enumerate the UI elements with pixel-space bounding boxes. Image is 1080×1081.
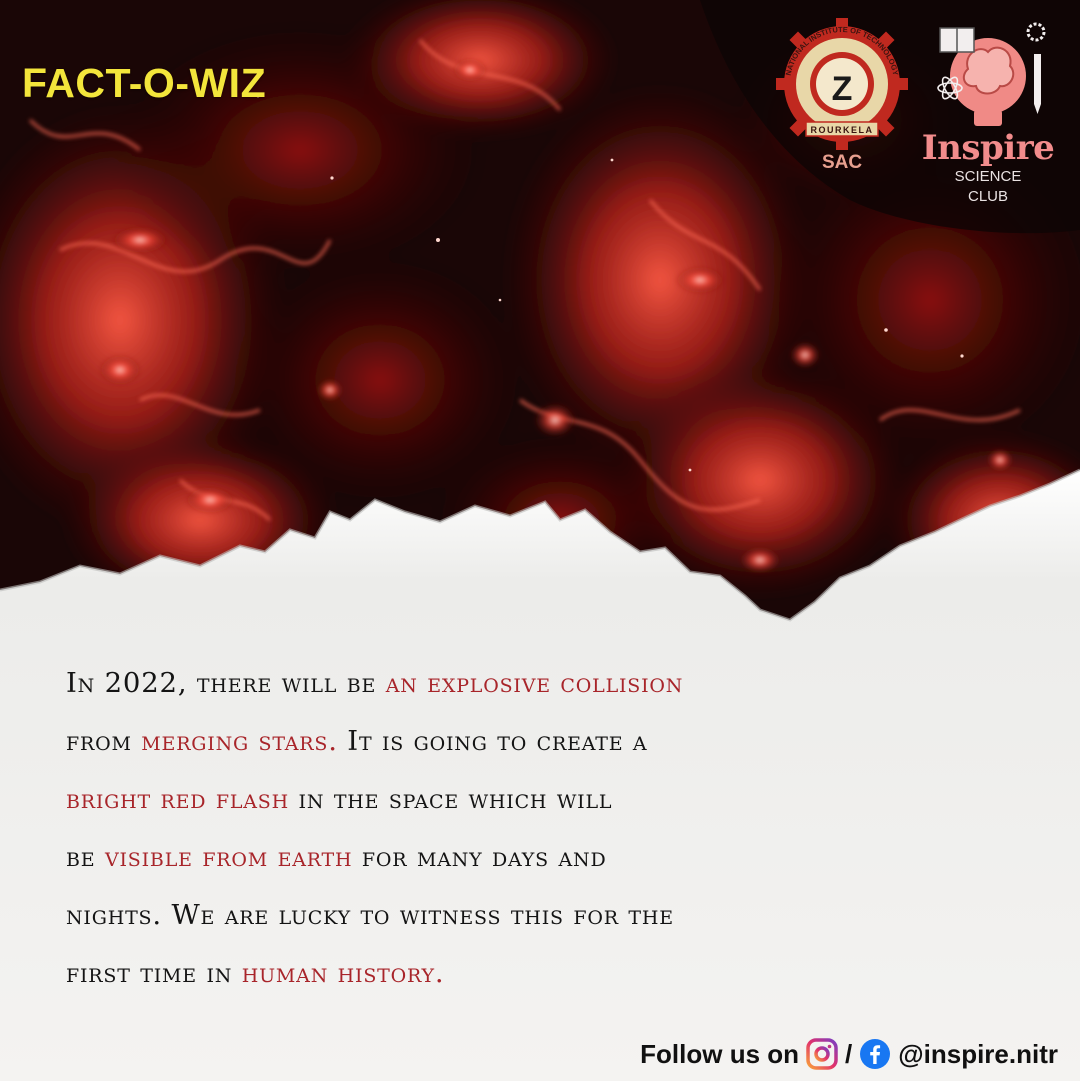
bulb-brain-icon: [937, 22, 1046, 126]
fact-text: In 2022, there will be an explosive coll…: [66, 654, 956, 1002]
fact-line: nights. We are lucky to witness this for…: [66, 886, 956, 944]
fact-line: from merging stars. It is going to creat…: [66, 712, 956, 770]
poster-title: FACT-O-WIZ: [22, 60, 267, 106]
fact-segment: In 2022, there will be: [66, 667, 386, 699]
fact-highlight: visible from earth: [104, 841, 353, 873]
footer: Follow us on / @inspire.nitr: [640, 1034, 1058, 1074]
fact-segment: in the space which will: [289, 783, 613, 815]
cog-icon: [1026, 22, 1046, 42]
fact-highlight: an explosive collision: [385, 667, 684, 699]
fact-line: first time in human history.: [66, 944, 956, 1002]
fact-segment: nights. We are lucky to witness this for…: [66, 899, 674, 931]
pencil-icon: [1034, 54, 1041, 114]
inspire-sub-science: SCIENCE: [954, 168, 1022, 185]
atom-icon: [937, 76, 963, 100]
gear-icon: [776, 18, 908, 150]
nebula-stars: [256, 94, 964, 472]
fact-segment: for many days and: [352, 841, 607, 873]
sac-label: SAC: [822, 152, 862, 173]
facebook-icon[interactable]: [859, 1038, 891, 1070]
fact-line: In 2022, there will be an explosive coll…: [66, 654, 956, 712]
fact-line: be visible from earth for many days and: [66, 828, 956, 886]
inspire-sub-club: CLUB: [967, 188, 1008, 205]
inspire-wordmark: Inspire: [921, 128, 1055, 168]
fact-segment: from: [66, 725, 142, 757]
fact-segment: first time in: [66, 957, 242, 989]
social-handle[interactable]: @inspire.nitr: [898, 1038, 1058, 1069]
inspire-logo: Inspire SCIENCE CLUB: [918, 14, 1058, 214]
instagram-icon[interactable]: [806, 1038, 838, 1070]
fact-highlight: merging stars.: [141, 725, 338, 757]
fact-highlight: bright red flash: [66, 783, 289, 815]
footer-separator: /: [845, 1038, 853, 1069]
fact-segment: It is going to create a: [337, 725, 648, 757]
fact-line: bright red flash in the space which will: [66, 770, 956, 828]
follow-text: Follow us on: [640, 1038, 800, 1069]
book-icon: [939, 27, 975, 53]
torn-paper-edge: [0, 470, 1080, 1081]
torn-paper-shadow: [0, 468, 1080, 622]
seal-emblem-letter: Z: [832, 70, 853, 108]
nebula-filaments: [28, 39, 1021, 522]
fact-highlight: human history.: [241, 957, 445, 989]
fact-segment: be: [66, 841, 105, 873]
sac-logo: NATIONAL INSTITUTE OF TECHNOLOGY Z ROURK…: [772, 18, 912, 178]
seal-rourkela: ROURKELA: [811, 125, 874, 135]
nebula-bright-knots: [98, 58, 1014, 574]
